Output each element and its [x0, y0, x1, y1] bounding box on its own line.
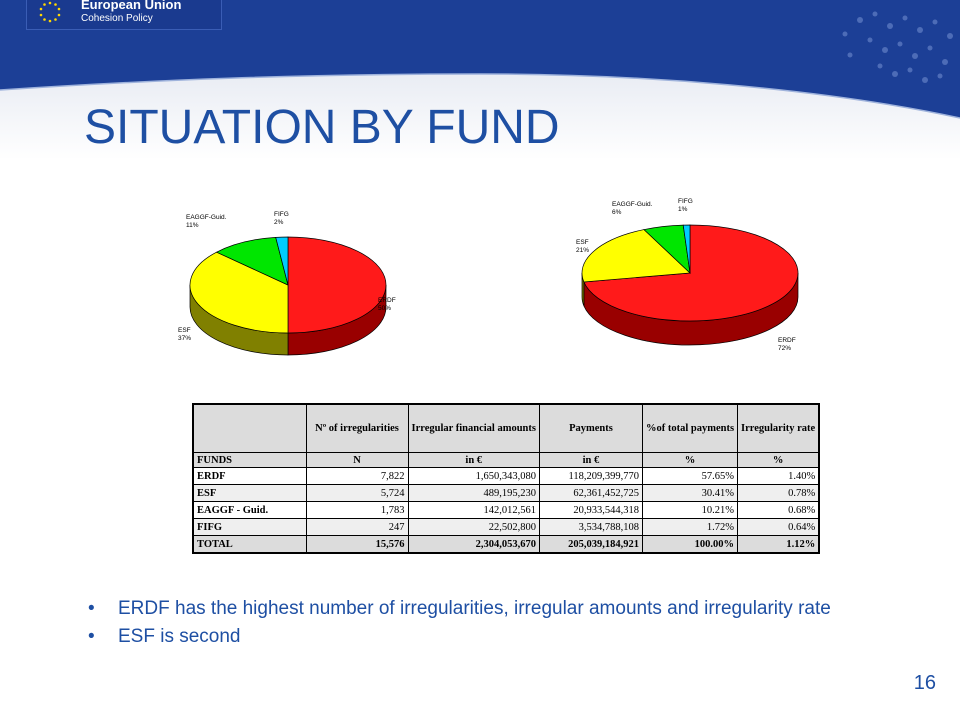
- table-cell: FIFG: [192, 518, 307, 536]
- table-cell: 1.40%: [737, 467, 820, 485]
- table-unit-cell: %: [737, 452, 820, 468]
- pie-label-erdf: ERDF: [378, 297, 396, 304]
- pie-value-esf: 21%: [576, 247, 589, 254]
- table-row: ESF 5,724 489,195,230 62,361,452,725 30.…: [192, 484, 820, 502]
- pie-label-erdf: ERDF: [778, 337, 796, 344]
- table-cell: 489,195,230: [407, 484, 540, 502]
- europe-map-dots: [842, 11, 953, 83]
- table-cell: 7,822: [305, 467, 409, 485]
- pie-slice-fifg: [682, 224, 691, 274]
- banner-background: [0, 0, 960, 160]
- table-cell: 1,650,343,080: [407, 467, 540, 485]
- table-cell: 100.00%: [641, 535, 739, 554]
- pie-value-eaggf-guid: 6%: [612, 209, 622, 216]
- pie-value-erdf: 72%: [778, 345, 791, 352]
- table-cell: 3,534,788,108: [538, 518, 643, 536]
- table-cell: 1.72%: [641, 518, 739, 536]
- pie-slice-esf: [581, 229, 691, 283]
- table-header-cell: [192, 403, 307, 453]
- pie-slice-fifg: [275, 236, 289, 286]
- pie-value-esf: 37%: [178, 335, 191, 342]
- table-cell: 57.65%: [641, 467, 739, 485]
- table-header-cell: Nº of irregularities: [305, 403, 409, 453]
- table-cell: 30.41%: [641, 484, 739, 502]
- table-cell: EAGGF - Guid.: [192, 501, 307, 519]
- funds-table: Nº of irregularities Irregular financial…: [192, 403, 821, 554]
- table-cell: 5,724: [305, 484, 409, 502]
- pie-label-fifg: FIFG: [274, 211, 289, 218]
- table-unit-cell: %: [641, 452, 739, 468]
- table-header-cell: Irregularity rate: [737, 403, 820, 453]
- table-cell: 0.78%: [737, 484, 820, 502]
- table-cell: 2,304,053,670: [407, 535, 540, 554]
- table-header-row: Nº of irregularities Irregular financial…: [192, 403, 820, 453]
- table-cell: TOTAL: [192, 535, 307, 554]
- table-cell: 0.64%: [737, 518, 820, 536]
- table-row: FIFG 247 22,502,800 3,534,788,108 1.72% …: [192, 518, 820, 536]
- pie-label-eaggf-guid: EAGGF-Guid.: [186, 214, 227, 221]
- table-unit-cell: N: [305, 452, 409, 468]
- pie-slice-erdf: [287, 236, 387, 334]
- funds-table-container: Nº of irregularities Irregular financial…: [192, 403, 821, 554]
- org-name: European Union: [81, 0, 182, 12]
- eu-logo: European Union Cohesion Policy: [26, 0, 222, 30]
- table-cell: 20,933,544,318: [538, 501, 643, 519]
- pie-label-eaggf-guid: EAGGF-Guid.: [612, 201, 653, 208]
- table-cell: 1.12%: [737, 535, 820, 554]
- table-cell: 142,012,561: [407, 501, 540, 519]
- table-cell: 0.68%: [737, 501, 820, 519]
- program-name: Cohesion Policy: [81, 13, 153, 24]
- pie-value-fifg: 2%: [274, 219, 284, 226]
- table-row: EAGGF - Guid. 1,783 142,012,561 20,933,5…: [192, 501, 820, 519]
- table-total-row: TOTAL 15,576 2,304,053,670 205,039,184,9…: [192, 535, 820, 554]
- table-header-cell: Irregular financial amounts: [407, 403, 540, 453]
- pie-label-esf: ESF: [178, 327, 191, 334]
- table-header-cell: %of total payments: [641, 403, 739, 453]
- pie-value-erdf: 50%: [378, 305, 391, 312]
- eu-stars-icon: [39, 1, 61, 23]
- table-cell: 1,783: [305, 501, 409, 519]
- table-unit-cell: in €: [538, 452, 643, 468]
- table-cell: 22,502,800: [407, 518, 540, 536]
- pie-slice-esf: [189, 251, 289, 334]
- table-cell: 10.21%: [641, 501, 739, 519]
- header-banner: [0, 0, 960, 160]
- table-units-row: FUNDS N in € in € % %: [192, 452, 820, 468]
- table-cell: 205,039,184,921: [538, 535, 643, 554]
- page-title: SITUATION BY FUND: [84, 101, 560, 154]
- pie-slice-eaggf-guid: [215, 237, 289, 286]
- table-unit-cell: in €: [407, 452, 540, 468]
- pie-label-esf: ESF: [576, 239, 589, 246]
- table-cell: 15,576: [305, 535, 409, 554]
- table-cell: ESF: [192, 484, 307, 502]
- table-cell: ERDF: [192, 467, 307, 485]
- bullet-item: ERDF has the highest number of irregular…: [88, 598, 888, 620]
- pie-value-fifg: 1%: [678, 206, 688, 213]
- table-cell: 118,209,399,770: [538, 467, 643, 485]
- pie-slice-erdf: [583, 224, 799, 322]
- table-cell: 247: [305, 518, 409, 536]
- table-cell: 62,361,452,725: [538, 484, 643, 502]
- pie-label-fifg: FIFG: [678, 198, 693, 205]
- bullet-item: ESF is second: [88, 626, 888, 648]
- table-header-cell: Payments: [538, 403, 643, 453]
- table-row: ERDF 7,822 1,650,343,080 118,209,399,770…: [192, 467, 820, 485]
- bullet-list: ERDF has the highest number of irregular…: [88, 598, 888, 654]
- table-unit-cell: FUNDS: [192, 452, 307, 468]
- page-number: 16: [913, 672, 936, 694]
- pie-value-eaggf-guid: 11%: [186, 222, 199, 229]
